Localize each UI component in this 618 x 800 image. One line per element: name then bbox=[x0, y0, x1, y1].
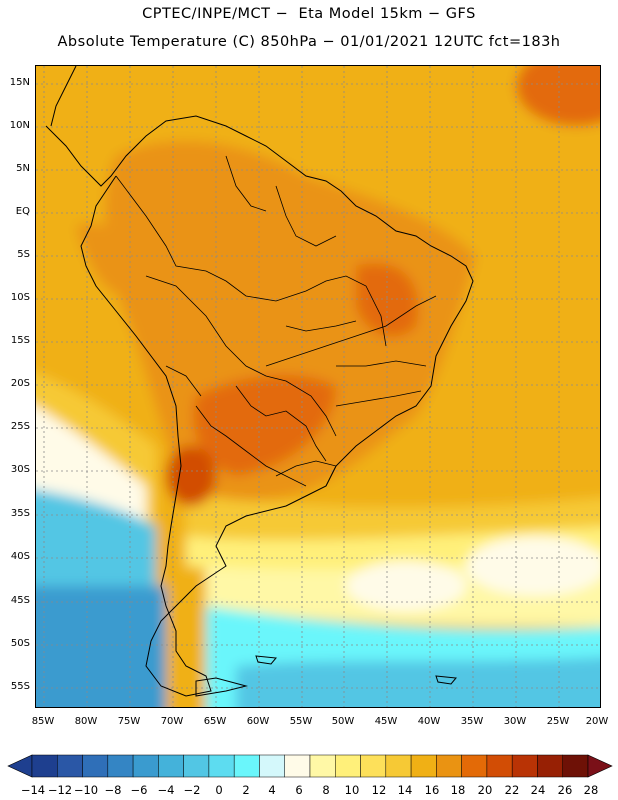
colorbar bbox=[7, 754, 613, 778]
graticule bbox=[36, 66, 600, 707]
colorbar-label: −10 bbox=[73, 783, 99, 797]
colorbar-cell bbox=[537, 754, 563, 778]
colorbar-label: 18 bbox=[450, 783, 466, 797]
lon-label-85w: 85W bbox=[31, 716, 55, 727]
title-model: CPTEC/INPE/MCT − Eta Model 15km − GFS bbox=[142, 6, 476, 22]
colorbar-cell bbox=[436, 754, 462, 778]
temperature-map bbox=[35, 65, 601, 708]
colorbar-label: 16 bbox=[424, 783, 440, 797]
colorbar-label: 14 bbox=[397, 783, 413, 797]
lon-label-40w: 40W bbox=[417, 716, 441, 727]
colorbar-cell bbox=[82, 754, 109, 778]
temperature-field bbox=[36, 66, 600, 707]
lat-label-15n: 15N bbox=[9, 77, 30, 88]
colorbar-cell bbox=[57, 754, 83, 778]
colorbar-cell bbox=[309, 754, 336, 778]
colorbar-cell bbox=[486, 754, 513, 778]
colorbar-label: 2 bbox=[242, 783, 250, 797]
lon-label-50w: 50W bbox=[331, 716, 355, 727]
colorbar-cell bbox=[183, 754, 210, 778]
lat-label-25s: 25S bbox=[10, 421, 30, 432]
lat-label-20s: 20S bbox=[10, 378, 30, 389]
colorbar-label: −8 bbox=[104, 783, 122, 797]
lon-label-65w: 65W bbox=[203, 716, 227, 727]
coastline bbox=[45, 66, 474, 697]
colorbar-label: −2 bbox=[183, 783, 201, 797]
lat-label-30s: 30S bbox=[10, 464, 30, 475]
lat-label-15s: 15S bbox=[10, 335, 30, 346]
colorbar-label: 6 bbox=[295, 783, 303, 797]
colorbar-max-arrow bbox=[587, 754, 613, 778]
map-svg bbox=[36, 66, 600, 707]
lat-label-35s: 35S bbox=[10, 508, 30, 519]
lon-label-60w: 60W bbox=[246, 716, 270, 727]
colorbar-cell bbox=[233, 754, 260, 778]
title-variable: Absolute Temperature (C) 850hPa − 01/01/… bbox=[57, 34, 561, 50]
colorbar-cell bbox=[562, 754, 589, 778]
colorbar-label: 8 bbox=[322, 783, 330, 797]
colorbar-cells bbox=[31, 754, 589, 778]
lon-label-45w: 45W bbox=[374, 716, 398, 727]
colorbar-cell bbox=[132, 754, 159, 778]
lon-label-30w: 30W bbox=[503, 716, 527, 727]
colorbar-cell bbox=[284, 754, 311, 778]
lon-label-75w: 75W bbox=[117, 716, 141, 727]
lat-label-5n: 5N bbox=[16, 163, 30, 174]
colorbar-label: 4 bbox=[268, 783, 276, 797]
lon-label-80w: 80W bbox=[74, 716, 98, 727]
colorbar-label: −6 bbox=[130, 783, 148, 797]
colorbar-label: 26 bbox=[557, 783, 573, 797]
colorbar-cell bbox=[360, 754, 387, 778]
colorbar-cell bbox=[511, 754, 538, 778]
colorbar-label: 20 bbox=[477, 783, 493, 797]
colorbar-cell bbox=[461, 754, 488, 778]
colorbar-cell bbox=[31, 754, 58, 778]
colorbar-label: 24 bbox=[530, 783, 546, 797]
lat-label-40s: 40S bbox=[10, 551, 30, 562]
colorbar-cell bbox=[158, 754, 184, 778]
lat-label-55s: 55S bbox=[10, 681, 30, 692]
lon-label-35w: 35W bbox=[460, 716, 484, 727]
colorbar-cell bbox=[385, 754, 412, 778]
lon-label-55w: 55W bbox=[289, 716, 313, 727]
colorbar-label: −14 bbox=[20, 783, 46, 797]
lat-label-10s: 10S bbox=[10, 292, 30, 303]
colorbar-label: 22 bbox=[504, 783, 520, 797]
lon-label-25w: 25W bbox=[546, 716, 570, 727]
colorbar-label: 10 bbox=[344, 783, 360, 797]
lon-label-70w: 70W bbox=[160, 716, 184, 727]
colorbar-label: 28 bbox=[583, 783, 599, 797]
colorbar-min-arrow bbox=[7, 754, 33, 778]
colorbar-label: −12 bbox=[47, 783, 73, 797]
colorbar-cell bbox=[335, 754, 361, 778]
colorbar-cell bbox=[259, 754, 285, 778]
colorbar-cell bbox=[410, 754, 437, 778]
colorbar-cell bbox=[107, 754, 134, 778]
lon-label-20w: 20W bbox=[585, 716, 609, 727]
lat-label-5s: 5S bbox=[17, 249, 30, 260]
colorbar-label: −4 bbox=[157, 783, 175, 797]
lat-label-45s: 45S bbox=[10, 595, 30, 606]
colorbar-cell bbox=[208, 754, 235, 778]
lat-label-10n: 10N bbox=[9, 120, 30, 131]
colorbar-label: 0 bbox=[215, 783, 223, 797]
country-borders bbox=[115, 155, 437, 487]
colorbar-label: 12 bbox=[371, 783, 387, 797]
lat-label-50s: 50S bbox=[10, 638, 30, 649]
lat-label-eq: EQ bbox=[15, 206, 30, 217]
